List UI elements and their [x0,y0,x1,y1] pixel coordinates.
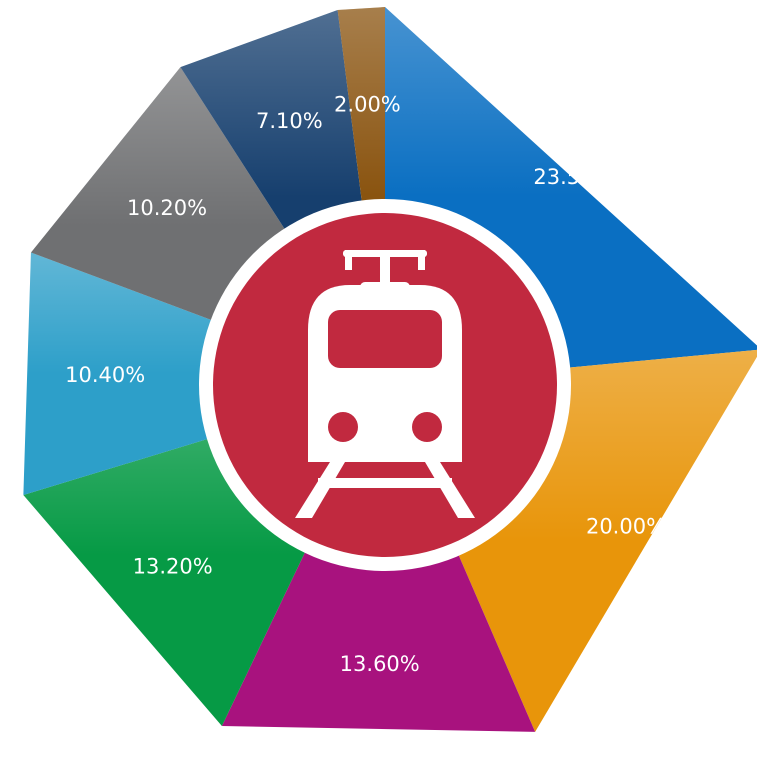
value-label: 13.60% [340,652,420,676]
value-label: 13.20% [133,555,213,579]
value-label: 23.50% [533,165,613,189]
value-label: 7.10% [256,109,323,133]
train-icon [295,250,475,518]
value-label: 2.00% [334,93,401,117]
value-label: 10.40% [65,363,145,387]
value-label: 10.20% [127,196,207,220]
value-label: 20.00% [586,515,666,539]
